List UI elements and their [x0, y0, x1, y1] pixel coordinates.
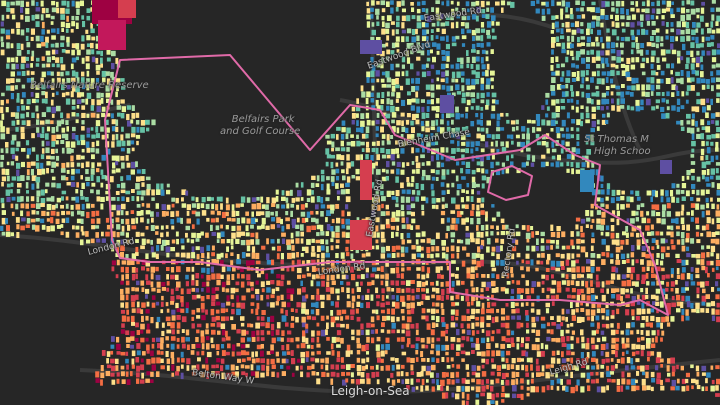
belfairs-park-label-line2: and Golf Course	[220, 125, 301, 137]
belfairs-park-label: Belfairs Park and Golf Course	[220, 114, 300, 137]
st-thomas-label-line1: St Thomas M	[584, 134, 649, 145]
belfairs-nature-reserve-label: Belfairs Nature Reserve	[30, 80, 149, 91]
st-thomas-label-line2: High Schoo	[594, 145, 651, 157]
belfairs-park-label-line1: Belfairs Park	[231, 114, 295, 125]
town-label-leigh-on-sea: Leigh-on-Sea	[331, 384, 410, 398]
boundary-outline	[104, 54, 669, 316]
st-thomas-school-label: St Thomas M High Schoo	[584, 134, 651, 157]
